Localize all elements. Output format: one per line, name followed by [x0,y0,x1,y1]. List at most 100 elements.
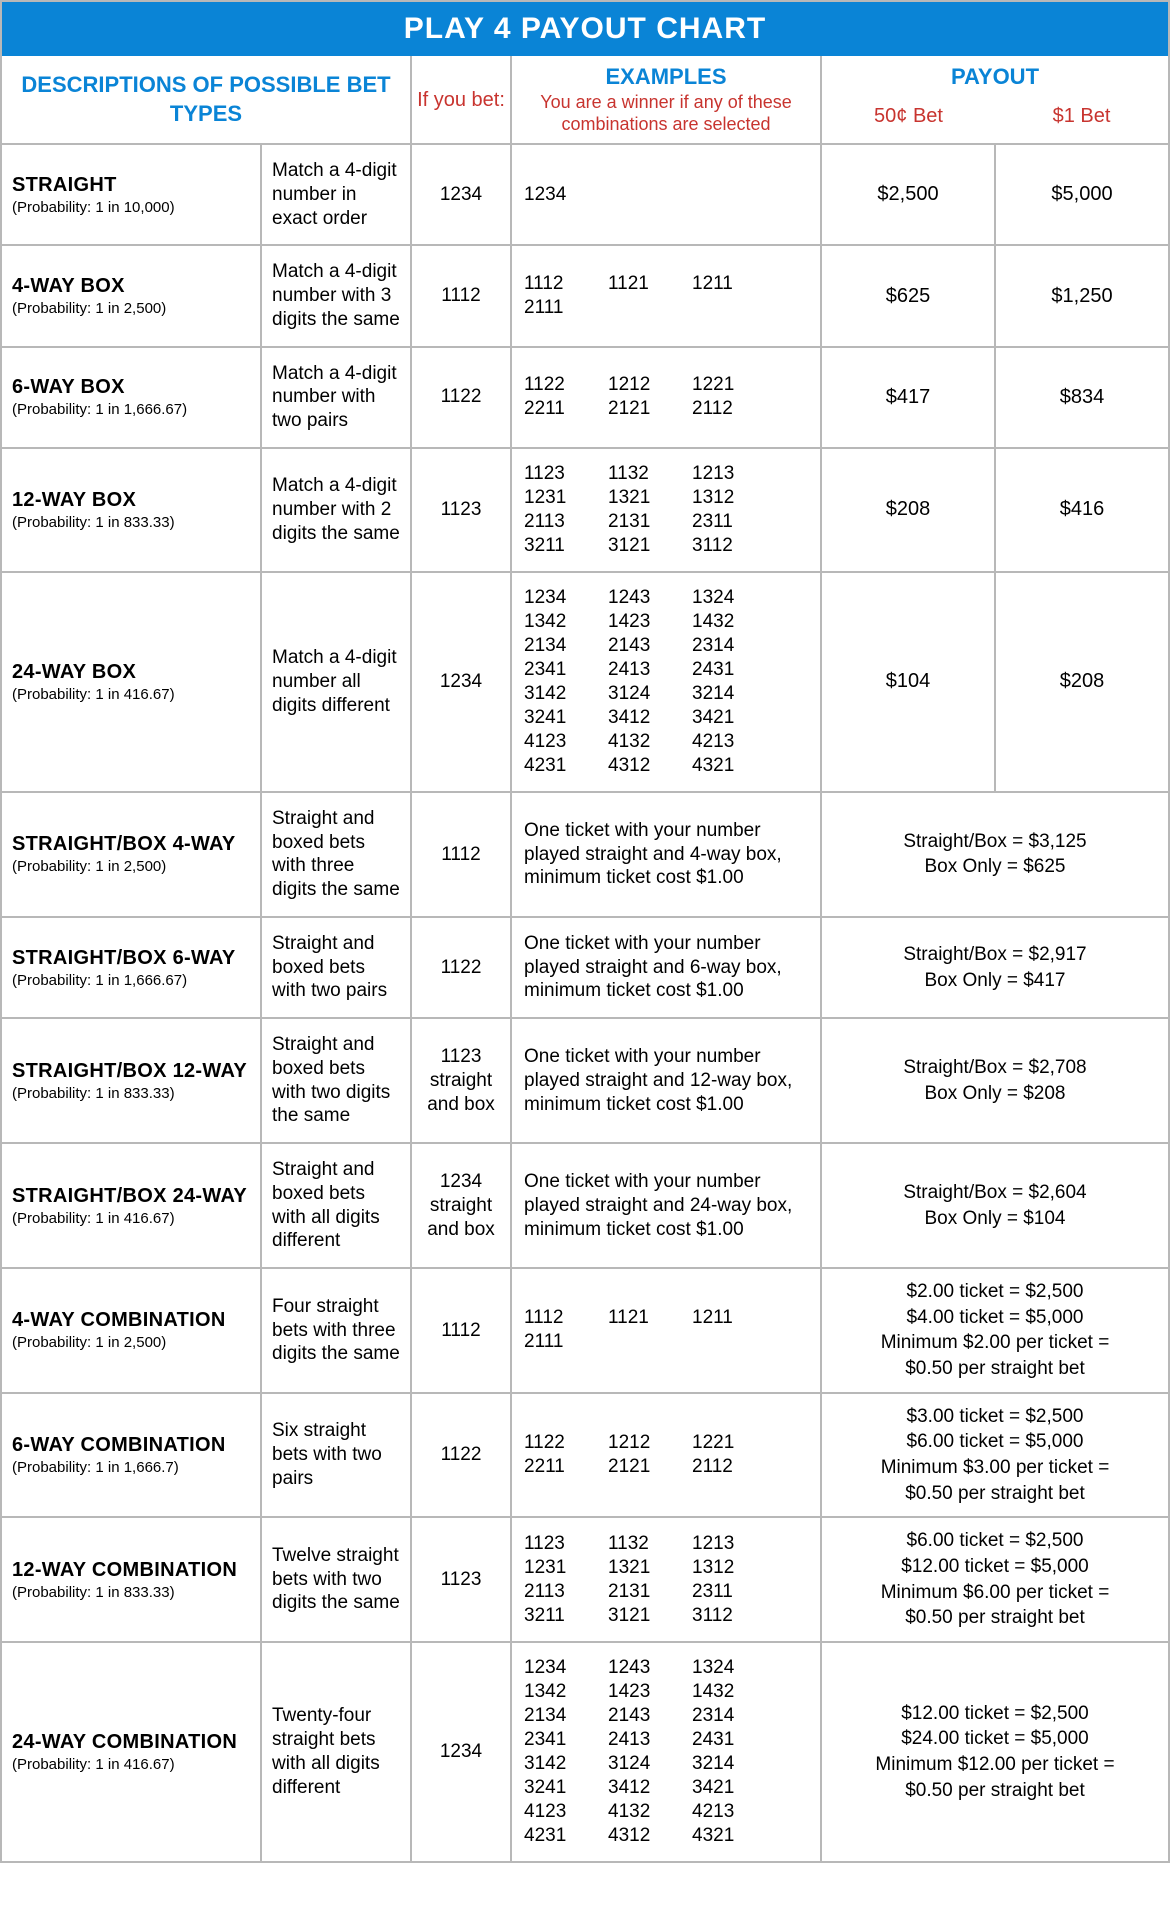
combo-value: 3211 [524,1605,574,1627]
payout-text: Straight/Box = $3,125Box Only = $625 [822,819,1168,890]
bet-description: Match a 4-digit number with 2 digits the… [262,449,412,571]
bet-example: 1122 [412,918,512,1017]
winning-combinations: 112212121221221121212112 [512,1394,822,1517]
combo-value: 2143 [608,635,658,657]
combo-row: 234124132431 [524,659,742,681]
combo-value: 1432 [692,1681,742,1703]
combo-value: 1121 [608,1307,658,1329]
bet-name-cell: 12-WAY COMBINATION (Probability: 1 in 833… [2,1518,262,1641]
payout-1: $208 [996,573,1168,791]
combo-value: 4123 [524,731,574,753]
payout-text: $3.00 ticket = $2,500$6.00 ticket = $5,0… [822,1394,1168,1517]
combo-row: 112311321213 [524,1533,742,1555]
combo-value: 2311 [692,511,742,533]
combo-value: 2211 [524,398,574,420]
combo-value: 1121 [608,273,658,295]
bet-example: 1123 [412,1518,512,1641]
payout-text: $6.00 ticket = $2,500$12.00 ticket = $5,… [822,1518,1168,1641]
combo-value: 4312 [608,1825,658,1847]
combo-value: 1231 [524,1557,574,1579]
bet-name: 12-WAY BOX [12,489,250,512]
combo-value: 4213 [692,1801,742,1823]
payout-1: $1,250 [996,246,1168,345]
header-payout: PAYOUT 50¢ Bet $1 Bet [822,56,1168,143]
bet-example: 1122 [412,1394,512,1517]
combo-value: 1321 [608,1557,658,1579]
winning-combinations: 1234124313241342142314322134214323142341… [512,573,822,791]
table-row: STRAIGHT/BOX 4-WAY(Probability: 1 in 2,5… [2,793,1168,918]
combo-value: 1123 [524,463,574,485]
header-examples-col: EXAMPLES You are a winner if any of thes… [512,56,820,143]
combo-row: 234124132431 [524,1729,742,1751]
payout-50c: $104 [822,573,996,791]
combo-value: 1112 [524,1307,574,1329]
bet-probability: (Probability: 1 in 833.33) [12,1584,250,1601]
bet-example: 1112 [412,793,512,916]
combo-row: 321131213112 [524,535,742,557]
bet-description: Four straight bets with three digits the… [262,1269,412,1392]
winning-combinations: One ticket with your number played strai… [512,1144,822,1267]
combo-value: 1132 [608,1533,658,1555]
bet-name: STRAIGHT [12,174,250,197]
combo-row: 123113211312 [524,487,742,509]
combo-value: 2413 [608,659,658,681]
combo-text: One ticket with your number played strai… [524,1045,808,1116]
combo-text: One ticket with your number played strai… [524,932,808,1003]
combo-value: 1342 [524,1681,574,1703]
combo-value: 1221 [692,1432,742,1454]
combo-value: 2143 [608,1705,658,1727]
bet-probability: (Probability: 1 in 416.67) [12,1210,250,1227]
bet-name-cell: STRAIGHT(Probability: 1 in 10,000) [2,145,262,244]
combo-value: 2431 [692,659,742,681]
combo-value: 2134 [524,635,574,657]
table-row: STRAIGHT(Probability: 1 in 10,000)Match … [2,145,1168,246]
combo-value: 3112 [692,535,742,557]
payout-cell: $2.00 ticket = $2,500$4.00 ticket = $5,0… [822,1269,1168,1392]
combo-value: 1122 [524,374,574,396]
bet-probability: (Probability: 1 in 1,666.67) [12,972,250,989]
combo-row: 213421432314 [524,635,742,657]
combo-value: 2134 [524,1705,574,1727]
bet-name-cell: 6-WAY BOX(Probability: 1 in 1,666.67) [2,348,262,447]
bet-example: 1123 straight and box [412,1019,512,1142]
bet-probability: (Probability: 1 in 2,500) [12,1334,250,1351]
payout-text: $2.00 ticket = $2,500$4.00 ticket = $5,0… [822,1269,1168,1392]
combo-value: 2341 [524,1729,574,1751]
payout-chart: PLAY 4 PAYOUT CHART DESCRIPTIONS OF POSS… [0,0,1170,1863]
bet-probability: (Probability: 1 in 833.33) [12,1085,250,1102]
bet-probability: (Probability: 1 in 1,666.7) [12,1459,250,1476]
header-payout-50c: 50¢ Bet [822,90,995,143]
bet-probability: (Probability: 1 in 2,500) [12,858,250,875]
winning-combinations: 1112112112112111 [512,246,822,345]
bet-example: 1112 [412,1269,512,1392]
combo-grid: 1234124313241342142314322134214323142341… [524,1657,742,1847]
combo-value: 2311 [692,1581,742,1603]
bet-name: STRAIGHT/BOX 12-WAY [12,1060,250,1083]
payout-cell: $417$834 [822,348,1168,447]
combo-value: 1432 [692,611,742,633]
combo-value: 4132 [608,1801,658,1823]
bet-description: Match a 4-digit number with 3 digits the… [262,246,412,345]
combo-row: 423143124321 [524,1825,742,1847]
payout-cell: $625$1,250 [822,246,1168,345]
combo-text: One ticket with your number played strai… [524,1170,808,1241]
table-row: 12-WAY BOX(Probability: 1 in 833.33)Matc… [2,449,1168,573]
combo-row: 2111 [524,297,742,319]
combo-value: 3124 [608,683,658,705]
table-row: STRAIGHT/BOX 12-WAY (Probability: 1 in 83… [2,1019,1168,1144]
payout-cell: $3.00 ticket = $2,500$6.00 ticket = $5,0… [822,1394,1168,1517]
payout-50c: $625 [822,246,996,345]
combo-row: 123412431324 [524,587,742,609]
combo-value: 2314 [692,1705,742,1727]
combo-value: 2111 [524,297,574,319]
combo-grid: 1123113212131231132113122113213123113211… [524,1533,742,1627]
combo-row: 211321312311 [524,511,742,533]
combo-value: 1212 [608,374,658,396]
combo-grid: 1234124313241342142314322134214323142341… [524,587,742,777]
header-examples-title: EXAMPLES [605,64,726,90]
combo-value: 1423 [608,1681,658,1703]
combo-row: 321131213112 [524,1605,742,1627]
combo-value: 1312 [692,1557,742,1579]
bet-name: 12-WAY COMBINATION [12,1559,250,1582]
combo-value: 2211 [524,1456,574,1478]
